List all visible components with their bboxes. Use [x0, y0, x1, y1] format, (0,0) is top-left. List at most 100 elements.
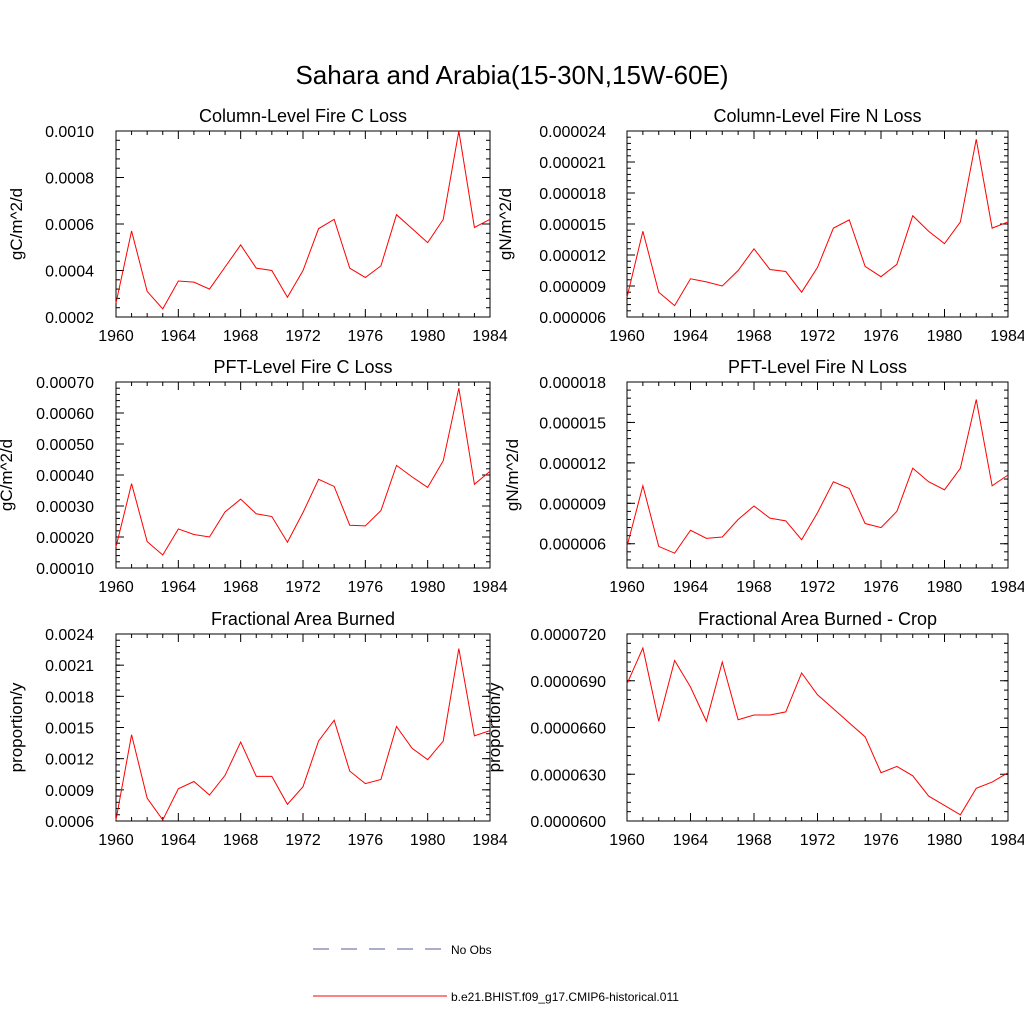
x-tick-label: 1960: [98, 579, 134, 596]
x-tick-label: 1972: [800, 579, 836, 596]
y-tick-label: 0.000021: [539, 155, 606, 172]
x-tick-label: 1972: [285, 832, 321, 849]
y-tick-label: 0.0000630: [530, 767, 606, 784]
chart-panels: Column-Level Fire C Loss 1960 1964 1968 1972…: [0, 106, 1024, 849]
y-tick-label: 0.000024: [539, 124, 606, 141]
panel-title: PFT-Level Fire C Loss: [213, 357, 392, 377]
y-axis-label: gC/m^2/d: [7, 188, 26, 260]
legend: No Obs b.e21.BHIST.f09_g17.CMIP6-histori…: [313, 943, 679, 1004]
x-tick-label: 1960: [609, 328, 645, 345]
y-tick-label: 0.00010: [36, 561, 94, 578]
y-axis-label: gC/m^2/d: [0, 439, 16, 511]
y-tick-label: 0.0012: [45, 752, 94, 769]
y-tick-label: 0.000015: [539, 217, 606, 234]
x-tick-label: 1980: [927, 579, 963, 596]
chart-panel-4: PFT-Level Fire N Loss 1960 1964 1968 1972 197…: [503, 357, 1024, 596]
series-line: [626, 139, 1009, 307]
y-tick-label: 0.00020: [36, 530, 94, 547]
y-axis-label: gN/m^2/d: [503, 439, 522, 511]
x-tick-label: 1984: [990, 579, 1024, 596]
x-tick-label: 1984: [990, 328, 1024, 345]
x-tick-label: 1980: [410, 832, 446, 849]
series-line: [115, 648, 491, 821]
panel-title: PFT-Level Fire N Loss: [728, 357, 907, 377]
y-tick-label: 0.0000660: [530, 721, 606, 738]
x-tick-label: 1984: [990, 832, 1024, 849]
panel-title: Column-Level Fire C Loss: [199, 106, 407, 126]
y-axis-label: proportion/y: [485, 682, 504, 772]
y-tick-label: 0.0000720: [530, 627, 606, 644]
y-tick-label: 0.0006: [45, 217, 94, 234]
series-line: [626, 399, 1009, 554]
y-tick-label: 0.000015: [539, 415, 606, 432]
y-tick-label: 0.000012: [539, 456, 606, 473]
y-tick-label: 0.0008: [45, 171, 94, 188]
y-tick-label: 0.00060: [36, 406, 94, 423]
chart-panel-2: Column-Level Fire N Loss 1960 1964 1968 1972…: [496, 106, 1024, 345]
x-tick-label: 1984: [472, 832, 508, 849]
x-tick-label: 1972: [285, 328, 321, 345]
y-axis-label: gN/m^2/d: [496, 188, 515, 260]
series-line: [626, 646, 1009, 816]
y-tick-label: 0.0024: [45, 627, 94, 644]
y-axis-label: proportion/y: [7, 682, 26, 772]
plot-frame: [115, 130, 491, 318]
y-tick-label: 0.0021: [45, 658, 94, 675]
y-tick-label: 0.000009: [539, 496, 606, 513]
y-tick-label: 0.00030: [36, 499, 94, 516]
chart-panel-1: Column-Level Fire C Loss 1960 1964 1968 1972…: [7, 106, 508, 345]
x-tick-label: 1972: [800, 832, 836, 849]
y-tick-label: 0.000006: [539, 537, 606, 554]
x-tick-label: 1964: [161, 832, 197, 849]
panel-title: Fractional Area Burned - Crop: [698, 609, 937, 629]
y-tick-label: 0.000012: [539, 248, 606, 265]
y-tick-label: 0.0010: [45, 124, 94, 141]
y-tick-label: 0.0004: [45, 264, 94, 281]
y-tick-label: 0.0000600: [530, 814, 606, 831]
panel-title: Column-Level Fire N Loss: [713, 106, 921, 126]
x-tick-label: 1976: [348, 328, 384, 345]
series-line: [115, 130, 491, 310]
x-tick-label: 1972: [285, 579, 321, 596]
y-tick-label: 0.0009: [45, 783, 94, 800]
y-tick-label: 0.000009: [539, 279, 606, 296]
x-tick-label: 1964: [673, 328, 709, 345]
x-tick-label: 1976: [348, 832, 384, 849]
legend-obs-label: No Obs: [451, 943, 492, 957]
x-tick-label: 1980: [410, 579, 446, 596]
x-tick-label: 1984: [472, 328, 508, 345]
plot-frame: [626, 633, 1009, 822]
y-tick-label: 0.0018: [45, 689, 94, 706]
chart-panel-6: Fractional Area Burned - Crop 1960 1964 196…: [485, 609, 1024, 849]
panel-title: Fractional Area Burned: [211, 609, 395, 629]
plot-frame: [115, 633, 491, 822]
x-tick-label: 1980: [410, 328, 446, 345]
x-tick-label: 1968: [223, 579, 259, 596]
x-tick-label: 1976: [863, 328, 899, 345]
series-line: [115, 388, 491, 556]
x-tick-label: 1968: [223, 832, 259, 849]
x-tick-label: 1968: [223, 328, 259, 345]
x-tick-label: 1980: [927, 832, 963, 849]
x-tick-label: 1968: [736, 832, 772, 849]
legend-model-label: b.e21.BHIST.f09_g17.CMIP6-historical.011: [451, 990, 679, 1004]
x-tick-label: 1976: [863, 579, 899, 596]
x-tick-label: 1972: [800, 328, 836, 345]
y-tick-label: 0.000018: [539, 186, 606, 203]
y-tick-label: 0.0015: [45, 721, 94, 738]
x-tick-label: 1964: [161, 579, 197, 596]
x-tick-label: 1960: [609, 579, 645, 596]
figure-title: Sahara and Arabia(15-30N,15W-60E): [295, 60, 728, 90]
y-tick-label: 0.000018: [539, 375, 606, 392]
y-tick-label: 0.0006: [45, 814, 94, 831]
y-tick-label: 0.00040: [36, 468, 94, 485]
y-tick-label: 0.0000690: [530, 674, 606, 691]
x-tick-label: 1964: [161, 328, 197, 345]
x-tick-label: 1964: [673, 579, 709, 596]
y-tick-label: 0.0002: [45, 310, 94, 327]
y-tick-label: 0.000006: [539, 310, 606, 327]
x-tick-label: 1964: [673, 832, 709, 849]
x-tick-label: 1984: [472, 579, 508, 596]
chart-panel-5: Fractional Area Burned 1960 1964 1968 1972 19…: [7, 609, 508, 849]
